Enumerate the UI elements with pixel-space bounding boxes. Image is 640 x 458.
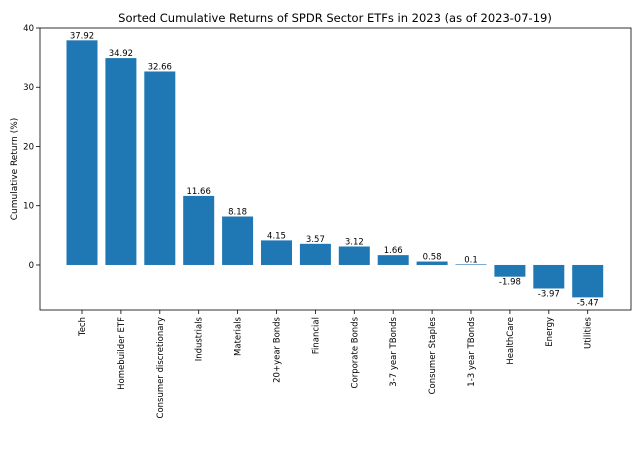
value-label: 1.66 xyxy=(384,246,403,256)
value-label: 0.58 xyxy=(423,253,442,263)
y-axis: 0 10 20 30 40 xyxy=(23,24,40,271)
value-label: 3.57 xyxy=(306,235,325,245)
x-tick-label: 20+year Bonds xyxy=(273,316,283,382)
x-axis: Tech Homebuilder ETF Consumer discretionar… xyxy=(78,310,594,418)
bar-3-7-year-tbonds xyxy=(377,255,409,265)
x-tick-label: Homebuilder ETF xyxy=(117,317,127,390)
value-label: -5.47 xyxy=(577,298,599,308)
bar-materials xyxy=(222,216,254,265)
bars-layer xyxy=(66,40,604,298)
y-tick-label: 30 xyxy=(23,83,34,93)
y-tick-label: 40 xyxy=(23,24,34,34)
x-tick-label: Financial xyxy=(311,317,321,354)
bar-consumer-discretionary xyxy=(144,71,176,265)
bar-industrials xyxy=(183,195,215,265)
x-tick-label: Consumer Staples xyxy=(428,316,438,394)
y-tick-label: 0 xyxy=(29,261,34,271)
bar-1-3-year-tbonds xyxy=(455,264,487,265)
chart-title: Sorted Cumulative Returns of SPDR Sector… xyxy=(118,11,552,25)
value-label: 11.66 xyxy=(187,187,211,197)
bar-homebuilder-etf xyxy=(105,58,137,265)
x-tick-label: Utilities xyxy=(584,316,594,349)
y-tick-label: 10 xyxy=(23,202,34,212)
x-tick-label: HealthCare xyxy=(506,317,516,365)
bar-healthcare xyxy=(494,264,526,277)
bar-energy xyxy=(533,264,565,289)
bar-utilities xyxy=(572,264,604,298)
value-label: 32.66 xyxy=(148,62,172,72)
x-tick-label: 1-3 year TBonds xyxy=(467,316,477,386)
x-tick-label: Consumer discretionary xyxy=(156,317,166,418)
bar-consumer-staples xyxy=(416,261,448,265)
bar-corporate-bonds xyxy=(338,246,370,265)
value-label: 3.12 xyxy=(345,237,364,247)
x-tick-label: 3-7 year TBonds xyxy=(389,316,399,386)
x-tick-label: Corporate Bonds xyxy=(350,316,360,388)
x-tick-label: Tech xyxy=(78,317,88,337)
x-tick-label: Industrials xyxy=(195,316,205,361)
bar-tech xyxy=(66,40,98,265)
bar-20-year-bonds xyxy=(261,240,292,265)
value-label: -3.97 xyxy=(538,289,560,299)
bar-financial xyxy=(299,243,331,265)
value-label: 34.92 xyxy=(109,49,133,59)
value-label: 4.15 xyxy=(267,231,286,241)
value-label: 37.92 xyxy=(70,31,94,41)
y-axis-label: Cumulative Return (%) xyxy=(10,118,20,221)
value-label: 0.1 xyxy=(464,255,478,265)
value-labels-layer: 37.92 34.92 32.66 11.66 8.18 4.15 3.57 3.12 1.66… xyxy=(70,31,599,308)
y-tick-label: 20 xyxy=(23,142,34,152)
plot-frame xyxy=(39,27,632,311)
x-tick-label: Materials xyxy=(234,316,244,356)
value-label: 8.18 xyxy=(228,208,247,218)
value-label: -1.98 xyxy=(499,278,521,288)
x-tick-label: Energy xyxy=(545,317,555,347)
